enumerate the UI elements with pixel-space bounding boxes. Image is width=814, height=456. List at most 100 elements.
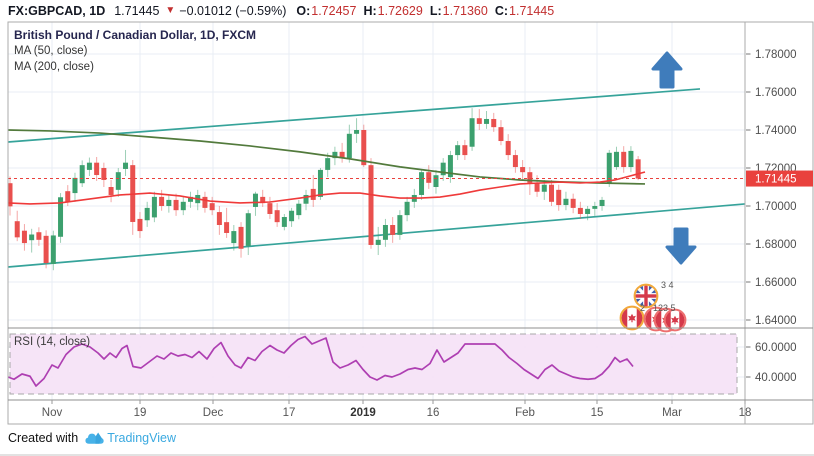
candlestick bbox=[21, 224, 27, 251]
candle-body bbox=[577, 207, 583, 214]
candlestick bbox=[101, 162, 107, 187]
candle-body bbox=[159, 196, 165, 206]
time-tick-label: 18 bbox=[739, 407, 752, 419]
price-axis[interactable]: 1.780001.760001.740001.720001.700001.680… bbox=[746, 49, 813, 384]
rsi-highlight-rectangle[interactable] bbox=[9, 333, 738, 395]
candle-body bbox=[303, 194, 309, 204]
legend-ma200: MA (200, close) bbox=[14, 61, 94, 73]
candle-body bbox=[310, 188, 316, 200]
candle-body bbox=[252, 193, 258, 207]
trend-channel-lower-line[interactable] bbox=[7, 203, 746, 268]
candle-body bbox=[549, 184, 554, 202]
uk-flag-event-icon[interactable] bbox=[633, 283, 659, 309]
candlestick bbox=[296, 199, 302, 220]
close-value: 1.71445 bbox=[509, 3, 555, 18]
candlestick bbox=[592, 201, 598, 216]
down-triangle-icon: ▼ bbox=[165, 4, 176, 16]
candlestick bbox=[447, 150, 453, 183]
candlestick bbox=[151, 191, 157, 223]
candlestick bbox=[29, 228, 35, 253]
candle-body bbox=[216, 212, 222, 225]
down-arrow-icon[interactable] bbox=[665, 227, 697, 265]
candlestick bbox=[274, 203, 280, 227]
candlestick bbox=[72, 172, 78, 202]
candle-body bbox=[361, 130, 367, 166]
candlestick bbox=[252, 191, 258, 216]
candlestick bbox=[491, 112, 497, 132]
candle-body bbox=[498, 127, 504, 142]
ma200-line[interactable] bbox=[7, 129, 646, 185]
candlestick bbox=[144, 201, 150, 227]
candle-body bbox=[101, 168, 107, 180]
candlestick bbox=[209, 196, 215, 216]
candle-body bbox=[563, 198, 569, 206]
candlestick bbox=[86, 157, 92, 176]
high-label: H: bbox=[363, 3, 377, 18]
candlestick bbox=[585, 206, 591, 221]
candlestick bbox=[58, 193, 64, 243]
candlestick bbox=[130, 160, 136, 235]
candle-body bbox=[173, 199, 179, 211]
candle-body bbox=[296, 203, 302, 216]
candle-body bbox=[462, 145, 468, 156]
time-tick-label: 19 bbox=[134, 407, 147, 419]
open-label: O: bbox=[296, 3, 311, 18]
candle-body bbox=[14, 221, 20, 238]
candle-body bbox=[58, 197, 64, 237]
price-change: −0.01012 (−0.59%) bbox=[179, 3, 287, 18]
candle-body bbox=[534, 182, 540, 192]
candle-body bbox=[419, 172, 425, 195]
candlestick bbox=[267, 196, 273, 219]
candlestick bbox=[188, 191, 193, 208]
candle-body bbox=[382, 225, 388, 240]
candlestick bbox=[368, 158, 374, 249]
canada-flag-event-icon[interactable] bbox=[619, 305, 645, 331]
candle-body bbox=[491, 118, 497, 128]
price-tick-label: 1.74000 bbox=[755, 125, 797, 137]
candlestick bbox=[354, 118, 360, 143]
candle-body bbox=[245, 213, 251, 246]
candlestick bbox=[339, 142, 345, 163]
candlestick bbox=[224, 207, 230, 238]
tradingview-brand-link[interactable]: TradingView bbox=[107, 431, 176, 445]
rsi-line[interactable] bbox=[7, 335, 634, 387]
candle-body bbox=[606, 152, 612, 183]
candlestick bbox=[289, 207, 295, 227]
candle-body bbox=[599, 199, 605, 206]
candle-body bbox=[613, 151, 619, 168]
candlestick bbox=[498, 120, 504, 146]
candle-body bbox=[317, 169, 323, 197]
candlestick bbox=[556, 184, 562, 211]
last-price: 1.71445 bbox=[114, 3, 160, 18]
ohlc-header: FX:GBPCAD, 1D 1.71445 ▼ −0.01012 (−0.59%… bbox=[8, 1, 561, 20]
rsi-legend: RSI (14, close) bbox=[14, 336, 91, 348]
ma50-line[interactable] bbox=[7, 171, 646, 205]
candle-body bbox=[505, 141, 511, 156]
up-arrow-icon[interactable] bbox=[651, 51, 683, 89]
candlestick bbox=[281, 213, 287, 231]
event-count-label: 2 bbox=[640, 303, 645, 313]
time-tick-label: Mar bbox=[662, 407, 682, 419]
candle-body bbox=[346, 133, 352, 159]
trend-channel-upper-line[interactable] bbox=[7, 88, 701, 143]
candlestick bbox=[202, 191, 208, 213]
candle-body bbox=[144, 207, 150, 221]
candle-body bbox=[65, 191, 71, 202]
candlestick bbox=[123, 149, 129, 176]
candlestick bbox=[216, 206, 222, 235]
candle-body bbox=[339, 151, 345, 159]
candle-body bbox=[281, 217, 287, 227]
candle-body bbox=[541, 184, 547, 192]
current-price-label-box bbox=[746, 170, 813, 187]
candle-body bbox=[512, 155, 518, 168]
candle-body bbox=[123, 162, 129, 169]
candlestick bbox=[563, 191, 569, 211]
candle-body bbox=[484, 118, 490, 124]
canada-flag-event-icon[interactable] bbox=[663, 308, 687, 332]
time-axis[interactable]: Nov 19 Dec 17 2019 16 Feb 15 Mar 18 bbox=[42, 400, 752, 419]
candle-body bbox=[166, 199, 172, 206]
price-tick-label: 1.78000 bbox=[755, 49, 797, 61]
candle-body bbox=[375, 239, 381, 245]
candlestick bbox=[7, 176, 13, 216]
